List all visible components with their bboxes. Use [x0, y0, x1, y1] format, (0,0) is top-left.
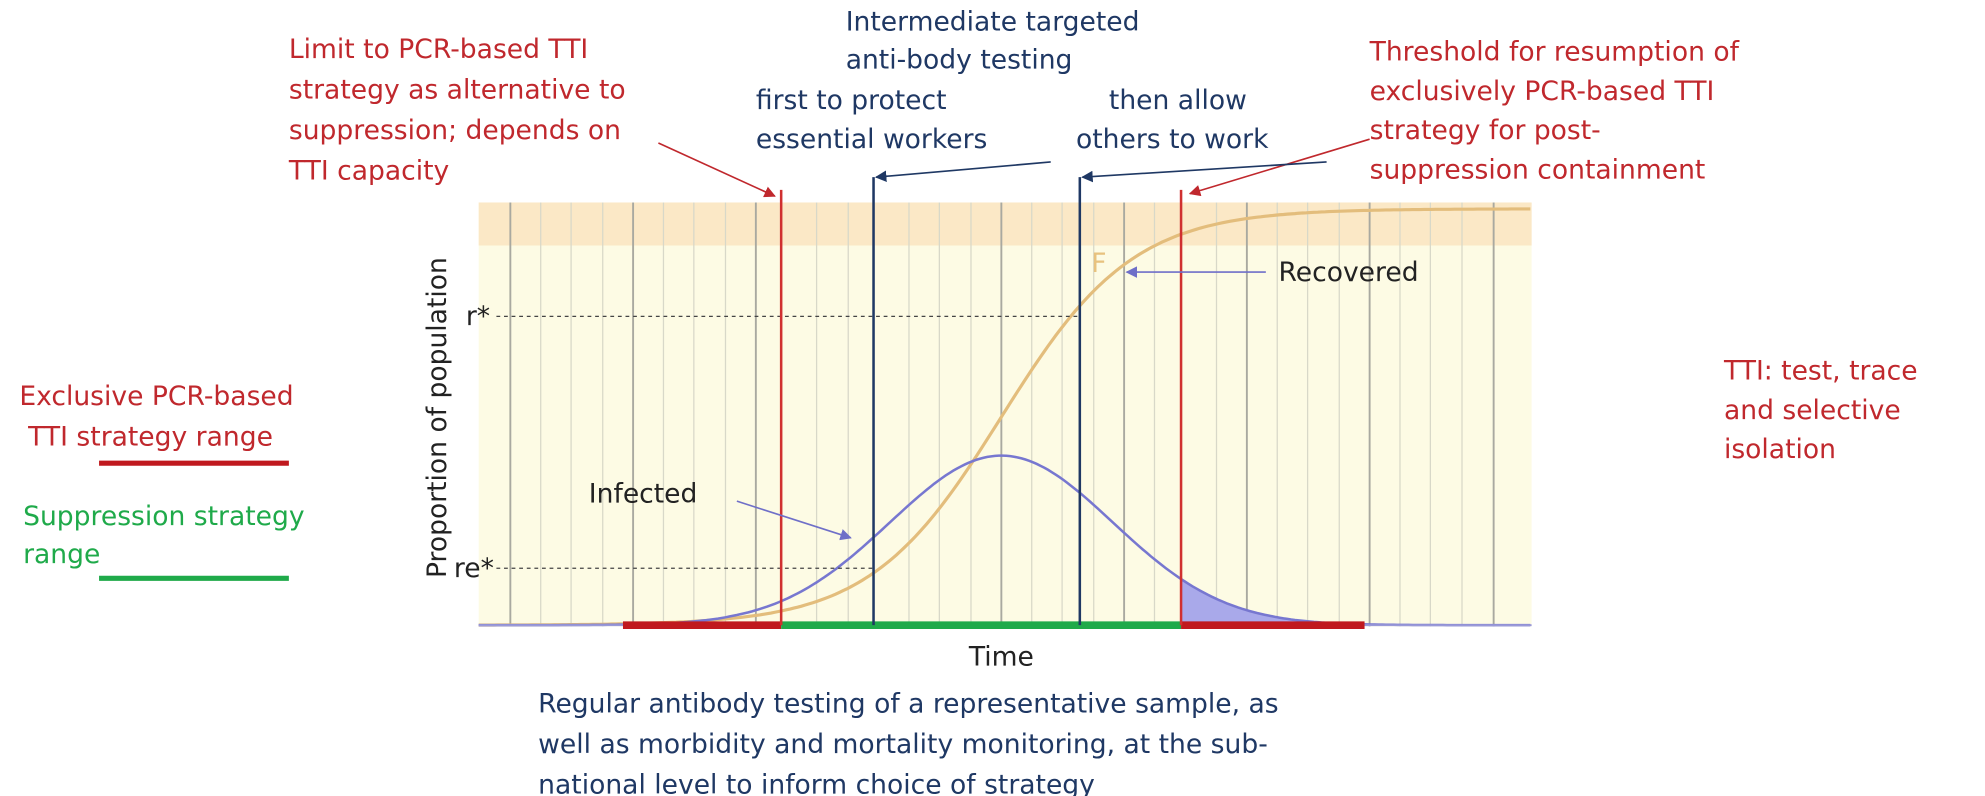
- then-note: others to work: [1076, 124, 1269, 155]
- arrows: [658, 138, 1370, 541]
- infected-label: Infected: [589, 478, 698, 509]
- re-star: re*: [454, 553, 494, 584]
- recovered-label: Recovered: [1279, 257, 1419, 288]
- limit-note: TTI capacity: [288, 156, 449, 187]
- bottom-note: national level to inform choice of strat…: [538, 769, 1095, 796]
- bottom-note: Regular antibody testing of a representa…: [538, 688, 1278, 719]
- markers: [779, 177, 1183, 626]
- intermediate-note: Intermediate targeted: [846, 6, 1140, 37]
- limit-note: suppression; depends on: [289, 115, 621, 146]
- y-axis-label: Proportion of population: [422, 257, 453, 578]
- tti-note: TTI: test, trace: [1723, 356, 1918, 387]
- dashed-levels: [496, 315, 1080, 569]
- limit-note: strategy as alternative to: [289, 75, 626, 106]
- intermediate-note: anti-body testing: [846, 44, 1073, 75]
- infected-shade: [1181, 579, 1532, 626]
- legend-suppression: Suppression strategy: [23, 501, 304, 532]
- threshold-note: strategy for post-: [1370, 115, 1601, 146]
- f-label: F: [1091, 248, 1106, 279]
- threshold-note: suppression containment: [1370, 154, 1706, 185]
- legend-pcr: TTI strategy range: [27, 421, 273, 452]
- legend-lines: [99, 460, 289, 581]
- threshold-note: exclusively PCR-based TTI: [1370, 76, 1715, 107]
- x-axis-label: Time: [968, 642, 1034, 673]
- limit-note: Limit to PCR-based TTI: [289, 34, 588, 65]
- then-note: then allow: [1109, 85, 1247, 116]
- first-note: essential workers: [756, 124, 988, 155]
- bottom-note: well as morbidity and mortality monitori…: [538, 729, 1268, 760]
- tti-note: isolation: [1724, 434, 1836, 465]
- r-star: r*: [466, 301, 490, 332]
- first-note: first to protect: [756, 85, 947, 116]
- tti-note: and selective: [1724, 395, 1901, 426]
- threshold-note: Threshold for resumption of: [1369, 37, 1740, 68]
- legend-pcr: Exclusive PCR-based: [19, 381, 293, 412]
- legend-suppression: range: [23, 539, 100, 570]
